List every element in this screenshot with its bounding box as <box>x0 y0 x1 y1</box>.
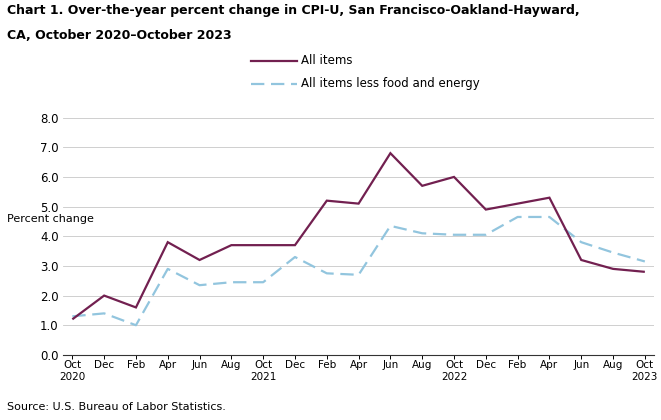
All items <box>164 240 172 245</box>
All items <box>609 266 617 271</box>
All items <box>291 243 299 248</box>
Text: All items less food and energy: All items less food and energy <box>301 78 479 90</box>
Text: CA, October 2020–October 2023: CA, October 2020–October 2023 <box>7 29 231 42</box>
All items <box>68 317 76 322</box>
All items less food and energy <box>323 271 330 276</box>
All items <box>418 183 426 188</box>
All items <box>577 257 585 262</box>
Text: Chart 1. Over-the-year percent change in CPI-U, San Francisco-Oakland-Hayward,: Chart 1. Over-the-year percent change in… <box>7 4 579 17</box>
All items <box>100 293 108 298</box>
All items <box>132 305 140 310</box>
All items less food and energy <box>577 240 585 245</box>
All items less food and energy <box>514 215 522 220</box>
All items less food and energy <box>132 323 140 328</box>
Line: All items less food and energy: All items less food and energy <box>72 217 645 325</box>
All items <box>196 257 204 262</box>
All items <box>354 201 362 206</box>
All items less food and energy <box>450 232 458 237</box>
All items <box>450 174 458 179</box>
All items less food and energy <box>609 250 617 255</box>
All items <box>482 207 490 212</box>
Line: All items: All items <box>72 153 645 319</box>
Text: Source: U.S. Bureau of Labor Statistics.: Source: U.S. Bureau of Labor Statistics. <box>7 402 225 412</box>
All items less food and energy <box>100 311 108 316</box>
Text: Percent change: Percent change <box>7 215 93 224</box>
All items less food and energy <box>354 272 362 277</box>
All items less food and energy <box>418 231 426 236</box>
All items <box>514 201 522 206</box>
All items less food and energy <box>164 266 172 271</box>
All items less food and energy <box>68 314 76 319</box>
All items <box>323 198 330 203</box>
All items <box>227 243 235 248</box>
All items less food and energy <box>482 232 490 237</box>
All items less food and energy <box>227 280 235 285</box>
All items <box>545 195 553 200</box>
All items less food and energy <box>291 255 299 260</box>
All items less food and energy <box>641 259 649 264</box>
All items less food and energy <box>545 215 553 220</box>
Text: All items: All items <box>301 55 352 67</box>
All items <box>387 151 395 156</box>
All items <box>641 269 649 274</box>
All items less food and energy <box>387 223 395 228</box>
All items <box>259 243 267 248</box>
All items less food and energy <box>259 280 267 285</box>
All items less food and energy <box>196 283 204 288</box>
